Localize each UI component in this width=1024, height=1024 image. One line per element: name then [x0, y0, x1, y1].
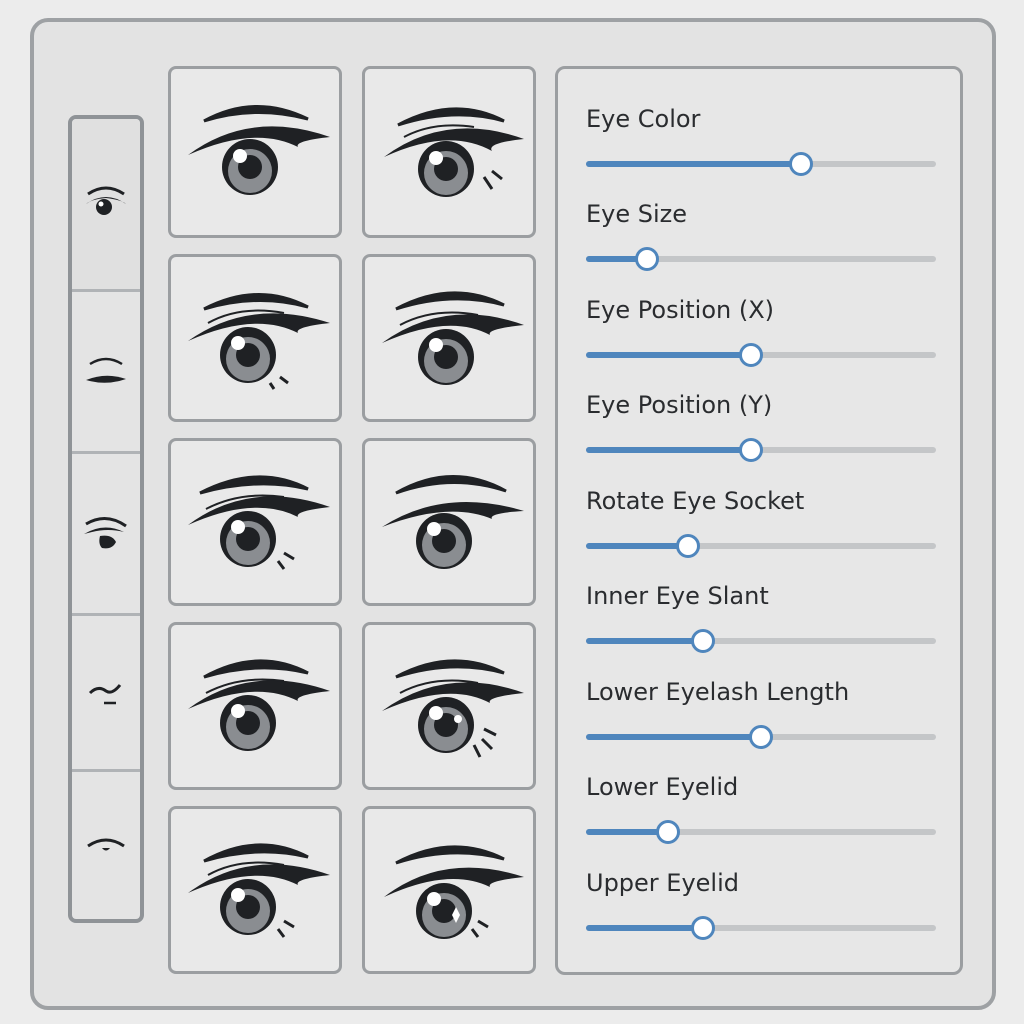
eye-preset-icon — [382, 291, 524, 385]
slider-label: Eye Position (Y) — [586, 391, 773, 419]
eye-side-icon — [84, 516, 127, 548]
slider-label: Eye Size — [586, 200, 688, 228]
slider-label: Lower Eyelid — [586, 773, 739, 801]
category-tab-eyebrow[interactable] — [72, 613, 140, 769]
slider-lower-eyelash-length: Lower Eyelash Length — [584, 678, 936, 762]
eye-preset-10[interactable] — [362, 806, 536, 974]
slider-label: Eye Color — [586, 105, 701, 133]
slider-track[interactable] — [586, 534, 936, 558]
eye-preset-icon — [188, 105, 330, 195]
eye-preset-icon — [188, 659, 330, 751]
slider-fill — [586, 925, 704, 931]
slider-label: Eye Position (X) — [586, 296, 775, 324]
slider-eye-position-x: Eye Position (X) — [584, 296, 936, 380]
closed-eye-icon — [86, 357, 126, 383]
slider-fill — [586, 734, 761, 740]
slider-fill — [586, 256, 648, 262]
slider-thumb[interactable] — [749, 725, 773, 749]
slider-track[interactable] — [586, 725, 936, 749]
slider-fill — [586, 161, 802, 167]
slider-label: Rotate Eye Socket — [586, 487, 805, 515]
slider-thumb[interactable] — [656, 820, 681, 844]
category-tab-eyelid[interactable] — [72, 769, 140, 919]
eye-preset-icon — [382, 659, 524, 758]
eye-preset-icon — [188, 293, 330, 390]
slider-fill — [586, 829, 669, 835]
slider-track[interactable] — [586, 820, 936, 844]
eye-slider-panel: Eye Color Eye Size Eye Position (X) Eye … — [555, 66, 963, 975]
eyebrow-curve-icon — [88, 683, 122, 704]
slider-fill — [586, 352, 751, 358]
slider-label: Inner Eye Slant — [586, 582, 769, 610]
slider-thumb[interactable] — [691, 916, 716, 940]
slider-lower-eyelid: Lower Eyelid — [584, 773, 936, 857]
slider-track[interactable] — [586, 343, 936, 367]
slider-upper-eyelid: Upper Eyelid — [584, 869, 936, 953]
eye-preset-6[interactable] — [362, 438, 536, 606]
slider-rotate-eye-socket: Rotate Eye Socket — [584, 487, 936, 571]
eye-preset-icon — [188, 475, 330, 570]
slider-track[interactable] — [586, 916, 936, 940]
slider-eye-size: Eye Size — [584, 200, 936, 284]
category-tab-eye-side[interactable] — [72, 451, 140, 613]
eye-preset-icon — [384, 107, 524, 197]
slider-thumb[interactable] — [789, 152, 814, 176]
eye-preset-2[interactable] — [362, 66, 536, 238]
slider-label: Lower Eyelash Length — [586, 678, 850, 706]
eye-preset-9[interactable] — [168, 806, 342, 974]
slider-fill — [586, 638, 704, 644]
slider-thumb[interactable] — [691, 629, 716, 653]
slider-inner-eye-slant: Inner Eye Slant — [584, 582, 936, 666]
slider-track[interactable] — [586, 438, 936, 462]
slider-eye-color: Eye Color — [584, 105, 936, 189]
slider-thumb[interactable] — [738, 438, 763, 462]
eye-preset-icon — [382, 475, 524, 569]
eye-preset-1[interactable] — [168, 66, 342, 238]
slider-thumb[interactable] — [675, 534, 700, 558]
slider-track[interactable] — [586, 152, 936, 176]
slider-track[interactable] — [586, 629, 936, 653]
category-tab-closed-eye[interactable] — [72, 289, 140, 451]
slider-eye-position-y: Eye Position (Y) — [584, 391, 936, 475]
slider-label: Upper Eyelid — [586, 869, 739, 897]
slider-track[interactable] — [586, 247, 936, 271]
eye-preset-3[interactable] — [168, 254, 342, 422]
eye-preset-7[interactable] — [168, 622, 342, 790]
slider-fill — [586, 447, 751, 453]
eye-preset-icon — [384, 845, 524, 939]
slider-thumb[interactable] — [635, 247, 660, 271]
slider-thumb[interactable] — [738, 343, 763, 367]
eye-icon — [86, 186, 126, 215]
slider-fill — [586, 543, 688, 549]
feature-category-bar — [68, 115, 144, 923]
eye-preset-5[interactable] — [168, 438, 342, 606]
eye-preset-8[interactable] — [362, 622, 536, 790]
eye-preset-icon — [188, 843, 330, 938]
eye-preset-4[interactable] — [362, 254, 536, 422]
eyelid-icon — [87, 838, 125, 850]
category-tab-eye[interactable] — [72, 119, 140, 289]
